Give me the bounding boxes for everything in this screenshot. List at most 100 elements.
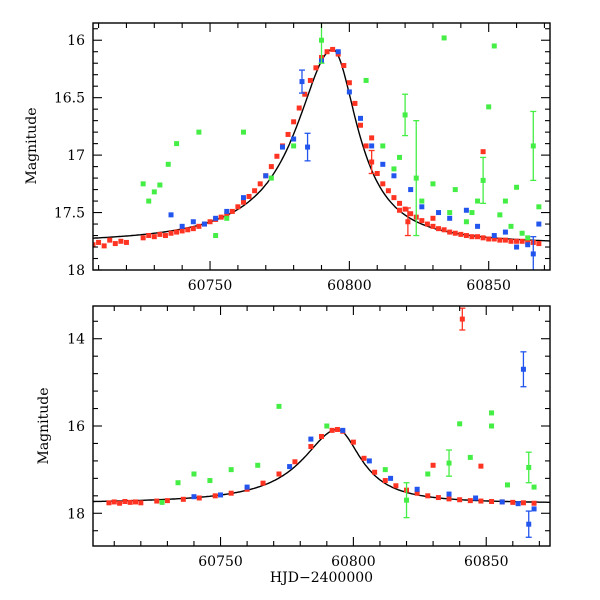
y-axis-title: Magnitude <box>24 107 40 184</box>
data-point <box>519 238 525 244</box>
data-point <box>165 161 171 167</box>
data-point <box>514 244 520 250</box>
data-point <box>531 484 537 490</box>
y-tick-label: 16 <box>67 33 85 49</box>
data-point <box>363 77 369 83</box>
data-point <box>252 188 258 194</box>
data-point <box>502 198 508 204</box>
plot-area <box>93 23 550 270</box>
data-point <box>212 493 218 499</box>
data-point <box>157 231 163 237</box>
data-point <box>279 144 285 150</box>
data-point <box>151 234 157 240</box>
data-point <box>467 498 473 504</box>
data-point <box>180 496 186 502</box>
x-tick-label: 60850 <box>464 554 509 570</box>
data-point <box>174 229 180 235</box>
data-point <box>405 219 411 225</box>
data-point <box>191 494 197 500</box>
data-point <box>154 498 160 504</box>
data-point <box>240 199 246 205</box>
data-point <box>334 426 340 432</box>
data-point <box>489 498 495 504</box>
data-point <box>469 210 475 216</box>
data-point <box>218 492 224 498</box>
data-point <box>385 188 391 194</box>
data-point <box>268 164 274 170</box>
data-point <box>467 454 473 460</box>
plot-area <box>93 307 550 538</box>
series-2 <box>140 23 542 241</box>
data-point <box>308 436 314 442</box>
x-tick-label: 60850 <box>466 278 511 294</box>
data-point <box>313 65 319 71</box>
y-tick-label: 18 <box>67 263 85 279</box>
data-point <box>502 229 508 235</box>
data-point <box>520 500 526 506</box>
data-point <box>257 181 263 187</box>
data-point <box>307 77 313 83</box>
data-point <box>329 427 335 433</box>
data-point <box>475 234 481 240</box>
data-point <box>380 181 386 187</box>
data-point <box>285 131 291 137</box>
data-point <box>302 91 308 97</box>
data-point <box>408 211 414 217</box>
data-point <box>457 421 463 427</box>
data-point <box>478 463 484 469</box>
data-point <box>179 223 185 229</box>
data-point <box>340 427 346 433</box>
data-point <box>499 499 505 505</box>
data-point <box>478 498 484 504</box>
data-point <box>276 471 282 477</box>
data-point <box>491 236 497 242</box>
data-point <box>458 231 464 237</box>
data-point <box>514 184 520 190</box>
data-point <box>268 175 274 181</box>
x-tick-label: 60800 <box>327 278 372 294</box>
data-point <box>425 471 431 477</box>
data-point <box>452 230 458 236</box>
data-point <box>502 237 508 243</box>
data-point <box>531 506 537 512</box>
data-point <box>291 119 297 125</box>
data-point <box>308 444 314 450</box>
y-tick-label: 16.5 <box>54 91 85 107</box>
x-tick-label: 60750 <box>198 554 243 570</box>
data-point <box>164 498 170 504</box>
data-point <box>96 239 102 245</box>
x-tick-label: 60750 <box>188 278 233 294</box>
data-point <box>515 501 521 507</box>
data-point <box>346 89 352 95</box>
data-point <box>372 469 378 475</box>
data-point <box>414 490 420 496</box>
data-point <box>447 210 453 216</box>
data-point <box>447 215 453 221</box>
data-point <box>213 215 219 221</box>
data-point <box>133 499 139 505</box>
data-point <box>101 243 107 249</box>
data-point <box>391 166 397 172</box>
data-point <box>369 135 375 141</box>
data-point <box>185 227 191 233</box>
data-point <box>424 221 430 227</box>
data-point <box>480 177 486 183</box>
data-point <box>335 49 341 55</box>
data-point <box>447 229 453 235</box>
data-point <box>366 458 372 464</box>
data-point <box>168 212 174 218</box>
data-point <box>425 493 431 499</box>
data-point <box>276 403 282 409</box>
data-point <box>531 500 537 506</box>
axes-frame <box>92 305 551 547</box>
data-point <box>397 200 403 206</box>
data-point <box>346 80 352 86</box>
data-point <box>196 495 202 501</box>
data-point <box>361 455 367 461</box>
data-point <box>296 105 302 111</box>
data-point <box>388 475 394 481</box>
data-point <box>419 218 425 224</box>
data-point <box>463 207 469 213</box>
top-panel: 60750 60800 60850 16 16.5 17 17.5 18 Magnitude <box>24 22 551 294</box>
data-point <box>441 227 447 233</box>
